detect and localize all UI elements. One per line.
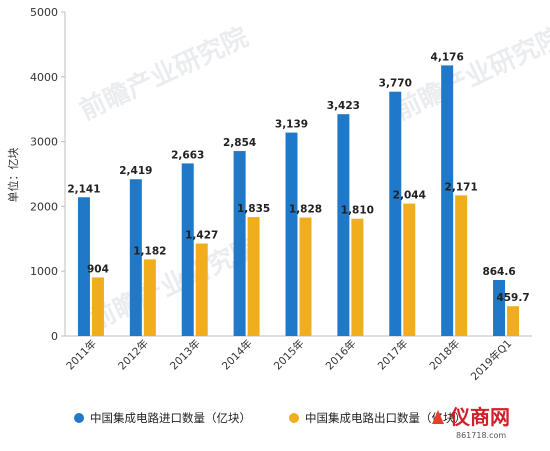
x-tick-label: 2012年 [115, 337, 151, 373]
data-label-export: 2,171 [445, 181, 478, 193]
y-tick-label: 0 [51, 330, 58, 343]
bar-import [389, 91, 402, 336]
data-label-import: 3,139 [275, 119, 308, 131]
data-label-export: 459.7 [496, 292, 529, 304]
bar-export [299, 217, 312, 336]
logo-flame-icon [432, 410, 444, 424]
bar-import [493, 279, 506, 336]
bars [77, 65, 520, 336]
legend-label-import: 中国集成电路进口数量（亿块） [90, 411, 251, 425]
bar-export [351, 218, 364, 336]
data-label-import: 2,854 [223, 137, 256, 149]
data-label-import: 3,770 [379, 78, 412, 90]
x-tick-label: 2014年 [219, 337, 255, 373]
logo-url: 861718.com [456, 431, 506, 440]
data-label-export: 1,182 [133, 245, 166, 257]
site-logo: 仪商网 861718.com [432, 405, 510, 440]
x-tick-label: 2017年 [375, 337, 411, 373]
watermark-text-3: 前瞻产业研究院 [390, 21, 550, 126]
data-label-import: 864.6 [482, 266, 515, 278]
x-tick-label: 2011年 [64, 337, 100, 373]
data-label-import: 2,141 [67, 183, 100, 195]
bar-import [181, 163, 194, 336]
logo-text: 仪商网 [449, 405, 510, 429]
legend-marker-export [289, 413, 299, 423]
data-label-export: 1,427 [185, 230, 218, 242]
bar-export [91, 277, 104, 336]
y-tick-label: 3000 [30, 136, 58, 149]
bar-export [507, 306, 520, 336]
y-tick-label: 2000 [30, 200, 58, 213]
bar-export [195, 243, 208, 336]
bar-export [247, 217, 260, 336]
bar-export [143, 259, 156, 336]
x-tick-label: 2019年Q1 [468, 337, 514, 383]
x-tick-label: 2013年 [167, 337, 203, 373]
data-label-export: 1,810 [341, 205, 374, 217]
bar-import [337, 114, 350, 336]
data-label-export: 904 [87, 263, 109, 275]
legend: 中国集成电路进口数量（亿块） 中国集成电路出口数量（亿块） [74, 411, 466, 425]
bar-export [403, 203, 416, 336]
watermark-text: 前瞻产业研究院 [75, 21, 253, 126]
y-tick-label: 5000 [30, 6, 58, 19]
legend-marker-import [74, 413, 84, 423]
y-tick-label: 4000 [30, 71, 58, 84]
x-tick-label: 2016年 [323, 337, 359, 373]
data-label-export: 1,828 [289, 204, 322, 216]
data-label-import: 4,176 [431, 51, 464, 63]
bar-import [233, 151, 246, 336]
bar-import [129, 179, 142, 336]
data-labels: 2,141 904 2,419 1,182 2,663 1,427 2,854 1,835 3,… [67, 51, 529, 304]
bar-export [455, 195, 468, 336]
bar-import [285, 132, 298, 336]
data-label-import: 2,663 [171, 149, 204, 161]
x-tick-label: 2018年 [427, 337, 463, 373]
data-label-import: 2,419 [119, 165, 152, 177]
data-label-export: 2,044 [393, 190, 426, 202]
bar-import [441, 65, 454, 336]
y-axis-label: 单位：亿块 [6, 148, 20, 203]
legend-label-export: 中国集成电路出口数量（亿块） [305, 411, 466, 425]
y-tick-label: 1000 [30, 265, 58, 278]
data-label-export: 1,835 [237, 203, 270, 215]
bar-import [77, 197, 90, 336]
data-label-import: 3,423 [327, 100, 360, 112]
x-tick-label: 2015年 [271, 337, 307, 373]
